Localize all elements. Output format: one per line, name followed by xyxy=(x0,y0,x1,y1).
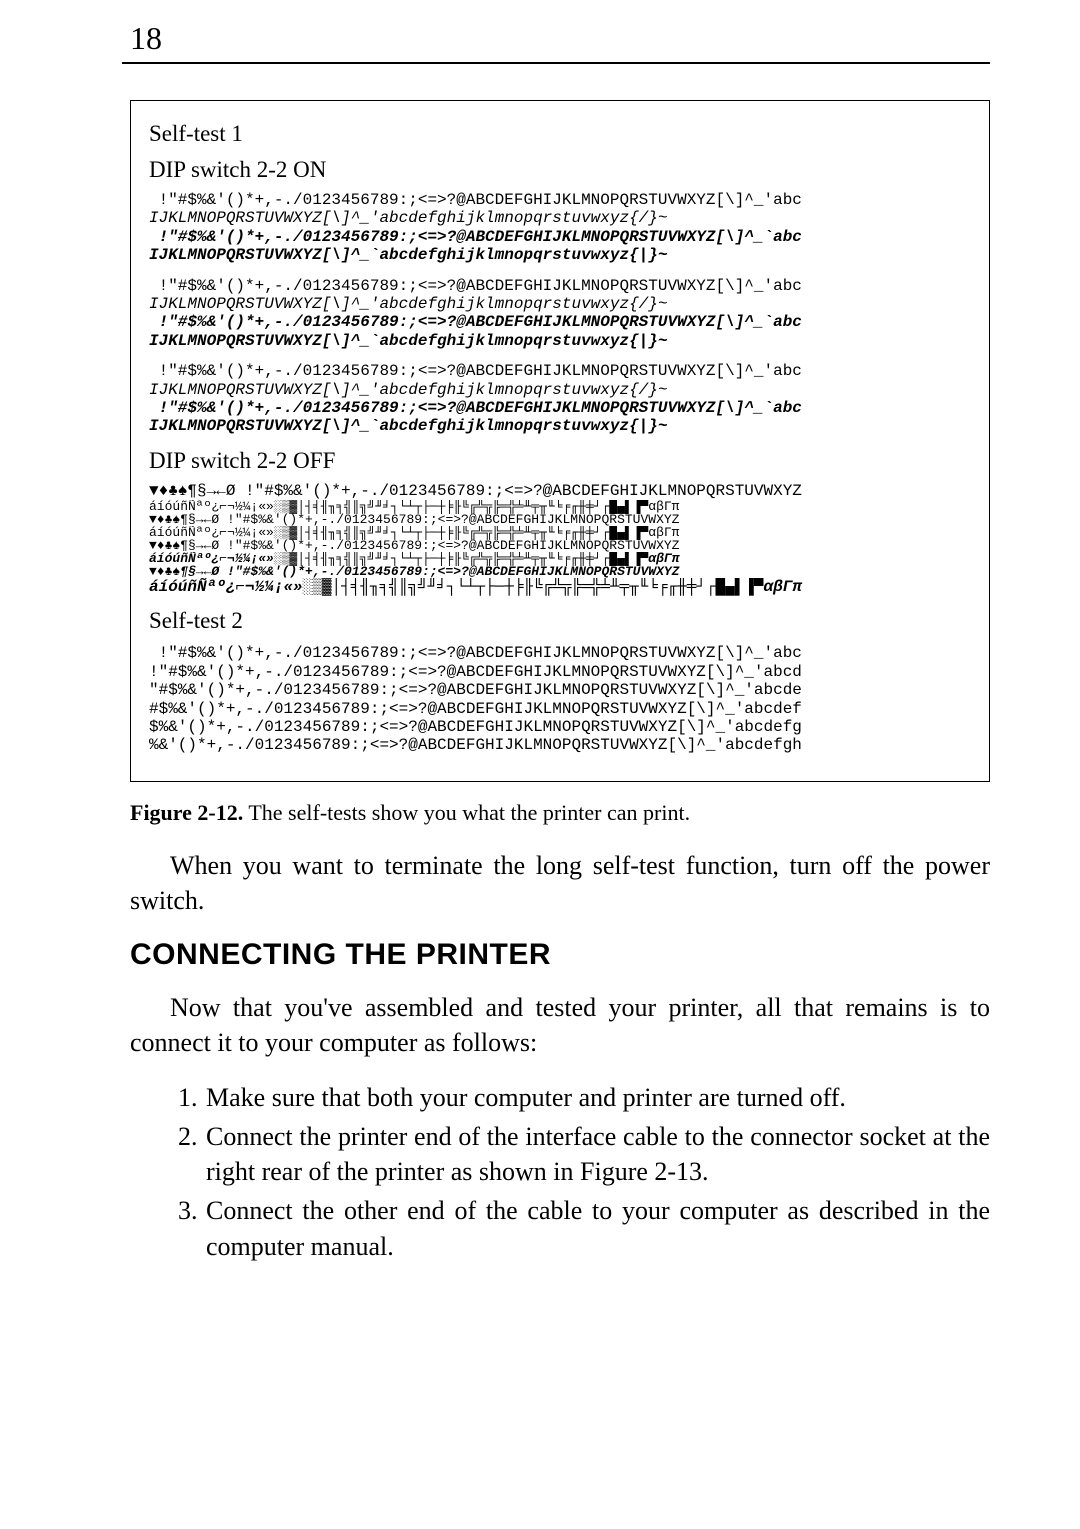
mono-line: IJKLMNOPQRSTUVWXYZ[\]^_`abcdefghijklmnop… xyxy=(149,417,971,435)
mono-bold: IJKLMNOPQRSTUVWXYZ[\]^_`abcdefghijklmnop… xyxy=(149,417,667,435)
mono-line: !"#$%&'()*+,-./0123456789:;<=>?@ABCDEFGH… xyxy=(149,228,971,246)
mono-line: ▼♦♣♠¶§→←Ø !"#$%&'()*+,-./0123456789:;<=>… xyxy=(149,482,971,500)
page: 18 Self-test 1 DIP switch 2-2 ON !"#$%&'… xyxy=(0,0,1080,1529)
page-number: 18 xyxy=(130,20,162,57)
mono-line: IJKLMNOPQRSTUVWXYZ[\]^_`abcdefghijklmnop… xyxy=(149,332,971,350)
mono-bold: ▼♦♣♠¶§→←Ø !"#$%&'()*+,-./0123456789:;<=>… xyxy=(149,564,680,578)
mono-span: ▼♦♣♠¶§→←Ø !"#$%&'()*+,-./0123456789:;<=>… xyxy=(149,512,680,526)
step-1: Make sure that both your computer and pr… xyxy=(204,1080,990,1115)
mono-line: !"#$%&'()*+,-./0123456789:;<=>?@ABCDEFGH… xyxy=(149,277,971,295)
mono-line: $%&'()*+,-./0123456789:;<=>?@ABCDEFGHIJK… xyxy=(149,718,971,736)
mono-line: IJKLMNOPQRSTUVWXYZ[\]^_'abcdefghijklmnop… xyxy=(149,295,971,313)
mono-line: IJKLMNOPQRSTUVWXYZ[\]^_'abcdefghijklmnop… xyxy=(149,381,971,399)
mono-line: áíóúñÑªº¿⌐¬½¼¡«»░▒▓│┤╡╢╖╕╣║╗╝╜╛┐└┴┬├─┼╞╟… xyxy=(149,552,971,578)
page-rule xyxy=(122,62,990,64)
caption-text: The self-tests show you what the printer… xyxy=(243,800,690,825)
mono-bold: !"#$%&'()*+,-./0123456789:;<=>?@ABCDEFGH… xyxy=(149,313,802,331)
selftest2-block: !"#$%&'()*+,-./0123456789:;<=>?@ABCDEFGH… xyxy=(149,644,971,754)
mono-italic: IJKLMNOPQRSTUVWXYZ[\]^_'abcdefghijklmnop… xyxy=(149,381,667,399)
mono-line: áíóúñÑªº¿⌐¬½¼¡«»░▒▓│┤╡╢╖╕╣║╗╝╜╛┐└┴┬├─┼╞╟… xyxy=(149,578,971,596)
mono-bold: IJKLMNOPQRSTUVWXYZ[\]^_`abcdefghijklmnop… xyxy=(149,332,667,350)
selftest1-block1: !"#$%&'()*+,-./0123456789:;<=>?@ABCDEFGH… xyxy=(149,191,971,265)
mono-line: !"#$%&'()*+,-./0123456789:;<=>?@ABCDEFGH… xyxy=(149,313,971,331)
mono-line: !"#$%&'()*+,-./0123456789:;<=>?@ABCDEFGH… xyxy=(149,191,971,209)
mono-italic: IJKLMNOPQRSTUVWXYZ[\]^_'abcdefghijklmnop… xyxy=(149,295,667,313)
selftest1-block2: !"#$%&'()*+,-./0123456789:;<=>?@ABCDEFGH… xyxy=(149,277,971,351)
mono-bold: !"#$%&'()*+,-./0123456789:;<=>?@ABCDEFGH… xyxy=(149,399,802,417)
mono-span: ▼♦♣♠¶§→←Ø !"#$%&'()*+,-./0123456789:;<=>… xyxy=(149,538,680,552)
selftest2-title: Self-test 2 xyxy=(149,608,971,634)
step-3: Connect the other end of the cable to yo… xyxy=(204,1193,990,1263)
mono-italic: IJKLMNOPQRSTUVWXYZ[\]^_'abcdefghijklmnop… xyxy=(149,209,667,227)
mono-line: "#$%&'()*+,-./0123456789:;<=>?@ABCDEFGHI… xyxy=(149,681,971,699)
mono-line: IJKLMNOPQRSTUVWXYZ[\]^_'abcdefghijklmnop… xyxy=(149,209,971,227)
dip-on-title: DIP switch 2-2 ON xyxy=(149,157,971,183)
figure-caption: Figure 2-12. The self-tests show you wha… xyxy=(130,800,990,826)
mono-line: IJKLMNOPQRSTUVWXYZ[\]^_`abcdefghijklmnop… xyxy=(149,246,971,264)
mono-bold: áíóúñÑªº¿⌐¬½¼¡«»░▒▓│┤╡╢╖╕╣║╗╝╜╛┐└┴┬├─┼╞╟… xyxy=(149,578,802,596)
mono-bold: IJKLMNOPQRSTUVWXYZ[\]^_`abcdefghijklmnop… xyxy=(149,246,667,264)
mono-line: !"#$%&'()*+,-./0123456789:;<=>?@ABCDEFGH… xyxy=(149,362,971,380)
mono-line: #$%&'()*+,-./0123456789:;<=>?@ABCDEFGHIJ… xyxy=(149,700,971,718)
steps-list: Make sure that both your computer and pr… xyxy=(170,1080,990,1263)
caption-label: Figure 2-12. xyxy=(130,800,243,825)
dip-off-title: DIP switch 2-2 OFF xyxy=(149,448,971,474)
figure-box: Self-test 1 DIP switch 2-2 ON !"#$%&'()*… xyxy=(130,100,990,782)
selftest1-off-block: ▼♦♣♠¶§→←Ø !"#$%&'()*+,-./0123456789:;<=>… xyxy=(149,482,971,597)
section-title: CONNECTING THE PRINTER xyxy=(130,938,990,972)
mono-line: áíóúñÑªº¿⌐¬½¼¡«»░▒▓│┤╡╢╖╕╣║╗╝╜╛┐└┴┬├─┼╞╟… xyxy=(149,500,971,526)
mono-line: %&'()*+,-./0123456789:;<=>?@ABCDEFGHIJKL… xyxy=(149,736,971,754)
selftest1-block3: !"#$%&'()*+,-./0123456789:;<=>?@ABCDEFGH… xyxy=(149,362,971,436)
mono-line: !"#$%&'()*+,-./0123456789:;<=>?@ABCDEFGH… xyxy=(149,399,971,417)
step-2: Connect the printer end of the interface… xyxy=(204,1119,990,1189)
mono-bold: !"#$%&'()*+,-./0123456789:;<=>?@ABCDEFGH… xyxy=(149,228,802,246)
mono-line: !"#$%&'()*+,-./0123456789:;<=>?@ABCDEFGH… xyxy=(149,644,971,662)
paragraph-1: When you want to terminate the long self… xyxy=(130,848,990,918)
paragraph-2: Now that you've assembled and tested you… xyxy=(130,990,990,1060)
selftest1-title: Self-test 1 xyxy=(149,121,971,147)
mono-line: !"#$%&'()*+,-./0123456789:;<=>?@ABCDEFGH… xyxy=(149,663,971,681)
mono-line: áíóúñÑªº¿⌐¬½¼¡«»░▒▓│┤╡╢╖╕╣║╗╝╜╛┐└┴┬├─┼╞╟… xyxy=(149,526,971,552)
